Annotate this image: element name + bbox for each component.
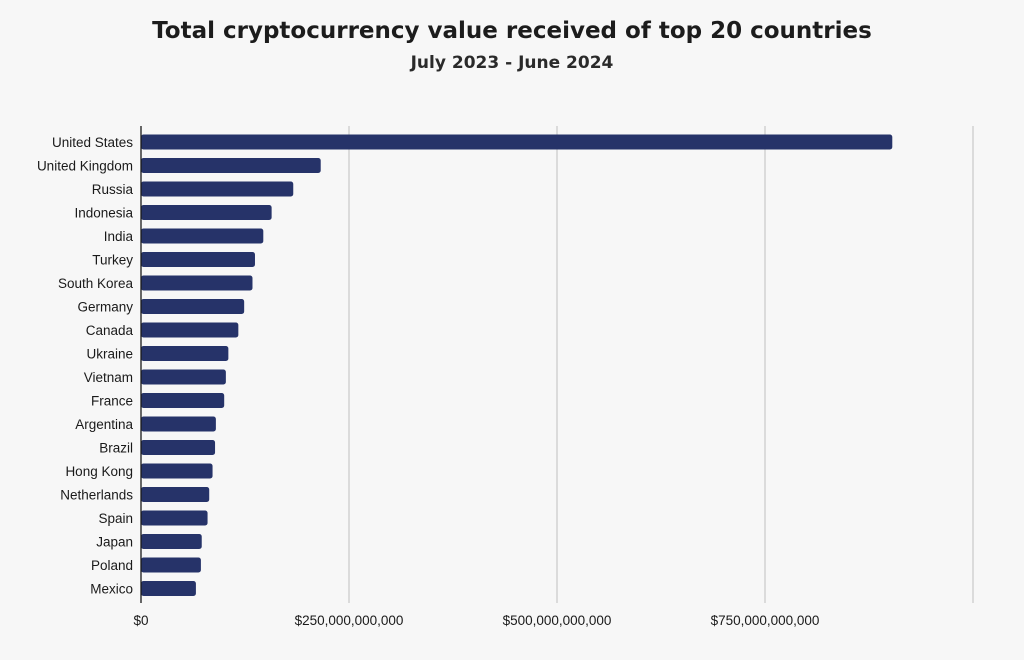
- bar: [141, 228, 264, 244]
- bar: [141, 181, 294, 197]
- category-label: United States: [52, 135, 133, 150]
- category-label: Japan: [96, 535, 133, 550]
- bar: [141, 557, 201, 573]
- category-label: Hong Kong: [65, 464, 133, 479]
- category-label: United Kingdom: [37, 159, 133, 174]
- category-label: South Korea: [58, 276, 134, 291]
- bar: [141, 581, 196, 596]
- chart-title: Total cryptocurrency value received of t…: [152, 18, 872, 44]
- x-axis-tick-labels: $0 $250,000,000,000 $500,000,000,000 $750,0…: [133, 613, 819, 628]
- category-label: Germany: [77, 300, 133, 315]
- x-tick-label: $750,000,000,000: [711, 613, 820, 628]
- category-label: France: [91, 394, 133, 409]
- bar: [141, 205, 272, 220]
- bar: [141, 158, 321, 173]
- x-tick-label: $250,000,000,000: [295, 613, 404, 628]
- category-label: Poland: [91, 558, 133, 573]
- bar: [141, 510, 208, 526]
- category-label: Ukraine: [86, 347, 133, 362]
- chart-subtitle: July 2023 - June 2024: [410, 53, 614, 73]
- bar: [141, 487, 210, 502]
- category-label: Turkey: [92, 253, 133, 268]
- bar: [141, 322, 239, 338]
- bar: [141, 346, 229, 361]
- bar: [141, 134, 893, 150]
- bar: [141, 252, 255, 267]
- x-tick-label: $500,000,000,000: [503, 613, 612, 628]
- category-label: Spain: [98, 511, 133, 526]
- bar: [141, 534, 202, 549]
- category-label: India: [104, 229, 134, 244]
- bar: [141, 440, 216, 455]
- category-labels: United States United Kingdom Russia Indones…: [37, 135, 134, 597]
- category-label: Argentina: [75, 417, 133, 432]
- category-label: Netherlands: [60, 488, 133, 503]
- bar: [141, 416, 216, 432]
- bar: [141, 275, 253, 291]
- category-label: Brazil: [99, 441, 133, 456]
- bar: [141, 463, 213, 479]
- bar: [141, 393, 225, 408]
- bars: [141, 134, 893, 596]
- category-label: Indonesia: [74, 206, 133, 221]
- gridlines: [348, 126, 974, 603]
- category-label: Canada: [86, 323, 134, 338]
- category-label: Russia: [92, 182, 134, 197]
- x-tick-label: $0: [133, 613, 148, 628]
- category-label: Mexico: [90, 582, 133, 597]
- bar: [141, 299, 245, 314]
- bar: [141, 369, 226, 385]
- category-label: Vietnam: [84, 370, 133, 385]
